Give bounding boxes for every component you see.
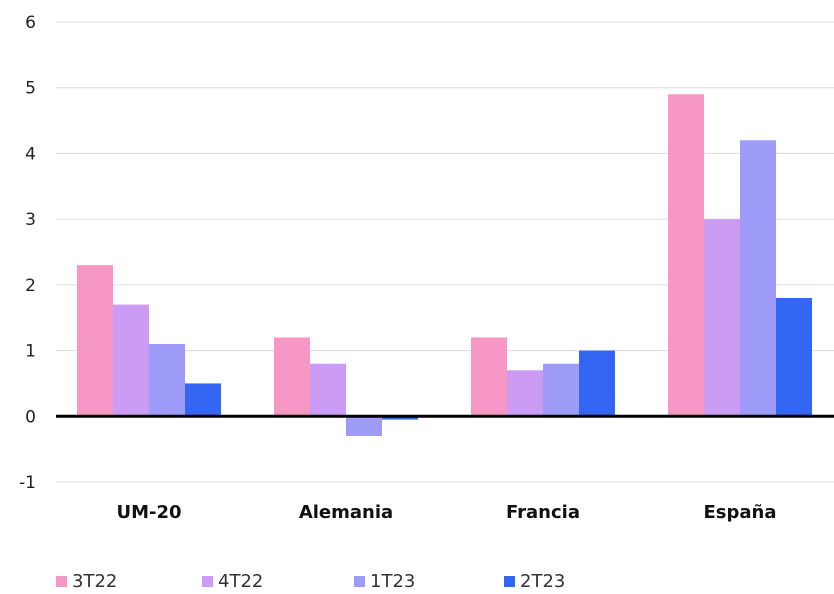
x-category-label: España: [703, 502, 776, 523]
y-tick-label: 1: [25, 342, 36, 362]
bar-1t23-0: [149, 344, 185, 417]
legend-label: 3T22: [72, 570, 118, 592]
legend-item: 1T23: [354, 568, 415, 594]
bar-4t22-3: [704, 219, 740, 417]
bar-3t22-0: [77, 265, 113, 417]
y-tick-label: 0: [25, 407, 36, 427]
bar-3t22-3: [668, 94, 704, 417]
x-category-label: Francia: [506, 502, 580, 523]
bar-2t23-1: [382, 416, 418, 420]
bars: [77, 94, 812, 436]
legend-label: 2T23: [520, 570, 566, 592]
x-axis-labels: UM-20 Alemania Francia España: [116, 502, 776, 523]
bar-1t23-2: [543, 363, 579, 417]
legend-swatch: [504, 575, 515, 587]
bar-1t23-1: [346, 416, 382, 436]
bar-1t23-3: [740, 140, 776, 417]
bar-3t22-2: [471, 337, 507, 417]
bar-2t23-2: [579, 350, 615, 417]
legend-swatch: [354, 575, 365, 587]
x-category-label: Alemania: [299, 502, 393, 523]
legend-label: 1T23: [370, 570, 416, 592]
legend-swatch: [202, 575, 213, 587]
bar-2t23-0: [185, 383, 221, 417]
legend-item: 4T22: [202, 568, 263, 594]
bar-4t22-2: [507, 370, 543, 417]
bar-4t22-1: [310, 363, 346, 417]
y-tick-label: 3: [25, 210, 36, 230]
bar-2t23-3: [776, 298, 812, 417]
y-tick-label: -1: [19, 473, 36, 493]
legend-swatch: [56, 575, 67, 587]
bar-3t22-1: [274, 337, 310, 417]
y-tick-label: 6: [25, 13, 36, 33]
y-axis-ticks: -1 0 1 2 3 4 5 6: [19, 13, 36, 493]
y-tick-label: 5: [25, 79, 36, 99]
legend-item: 2T23: [504, 568, 565, 594]
x-category-label: UM-20: [116, 502, 181, 523]
legend-item: 3T22: [56, 568, 117, 594]
y-tick-label: 2: [25, 276, 36, 296]
legend-label: 4T22: [218, 570, 264, 592]
y-tick-label: 4: [25, 144, 36, 164]
legend: 3T22 4T22 1T23 2T23: [56, 568, 656, 594]
gridlines: [56, 21, 834, 483]
bar-4t22-0: [113, 304, 149, 417]
